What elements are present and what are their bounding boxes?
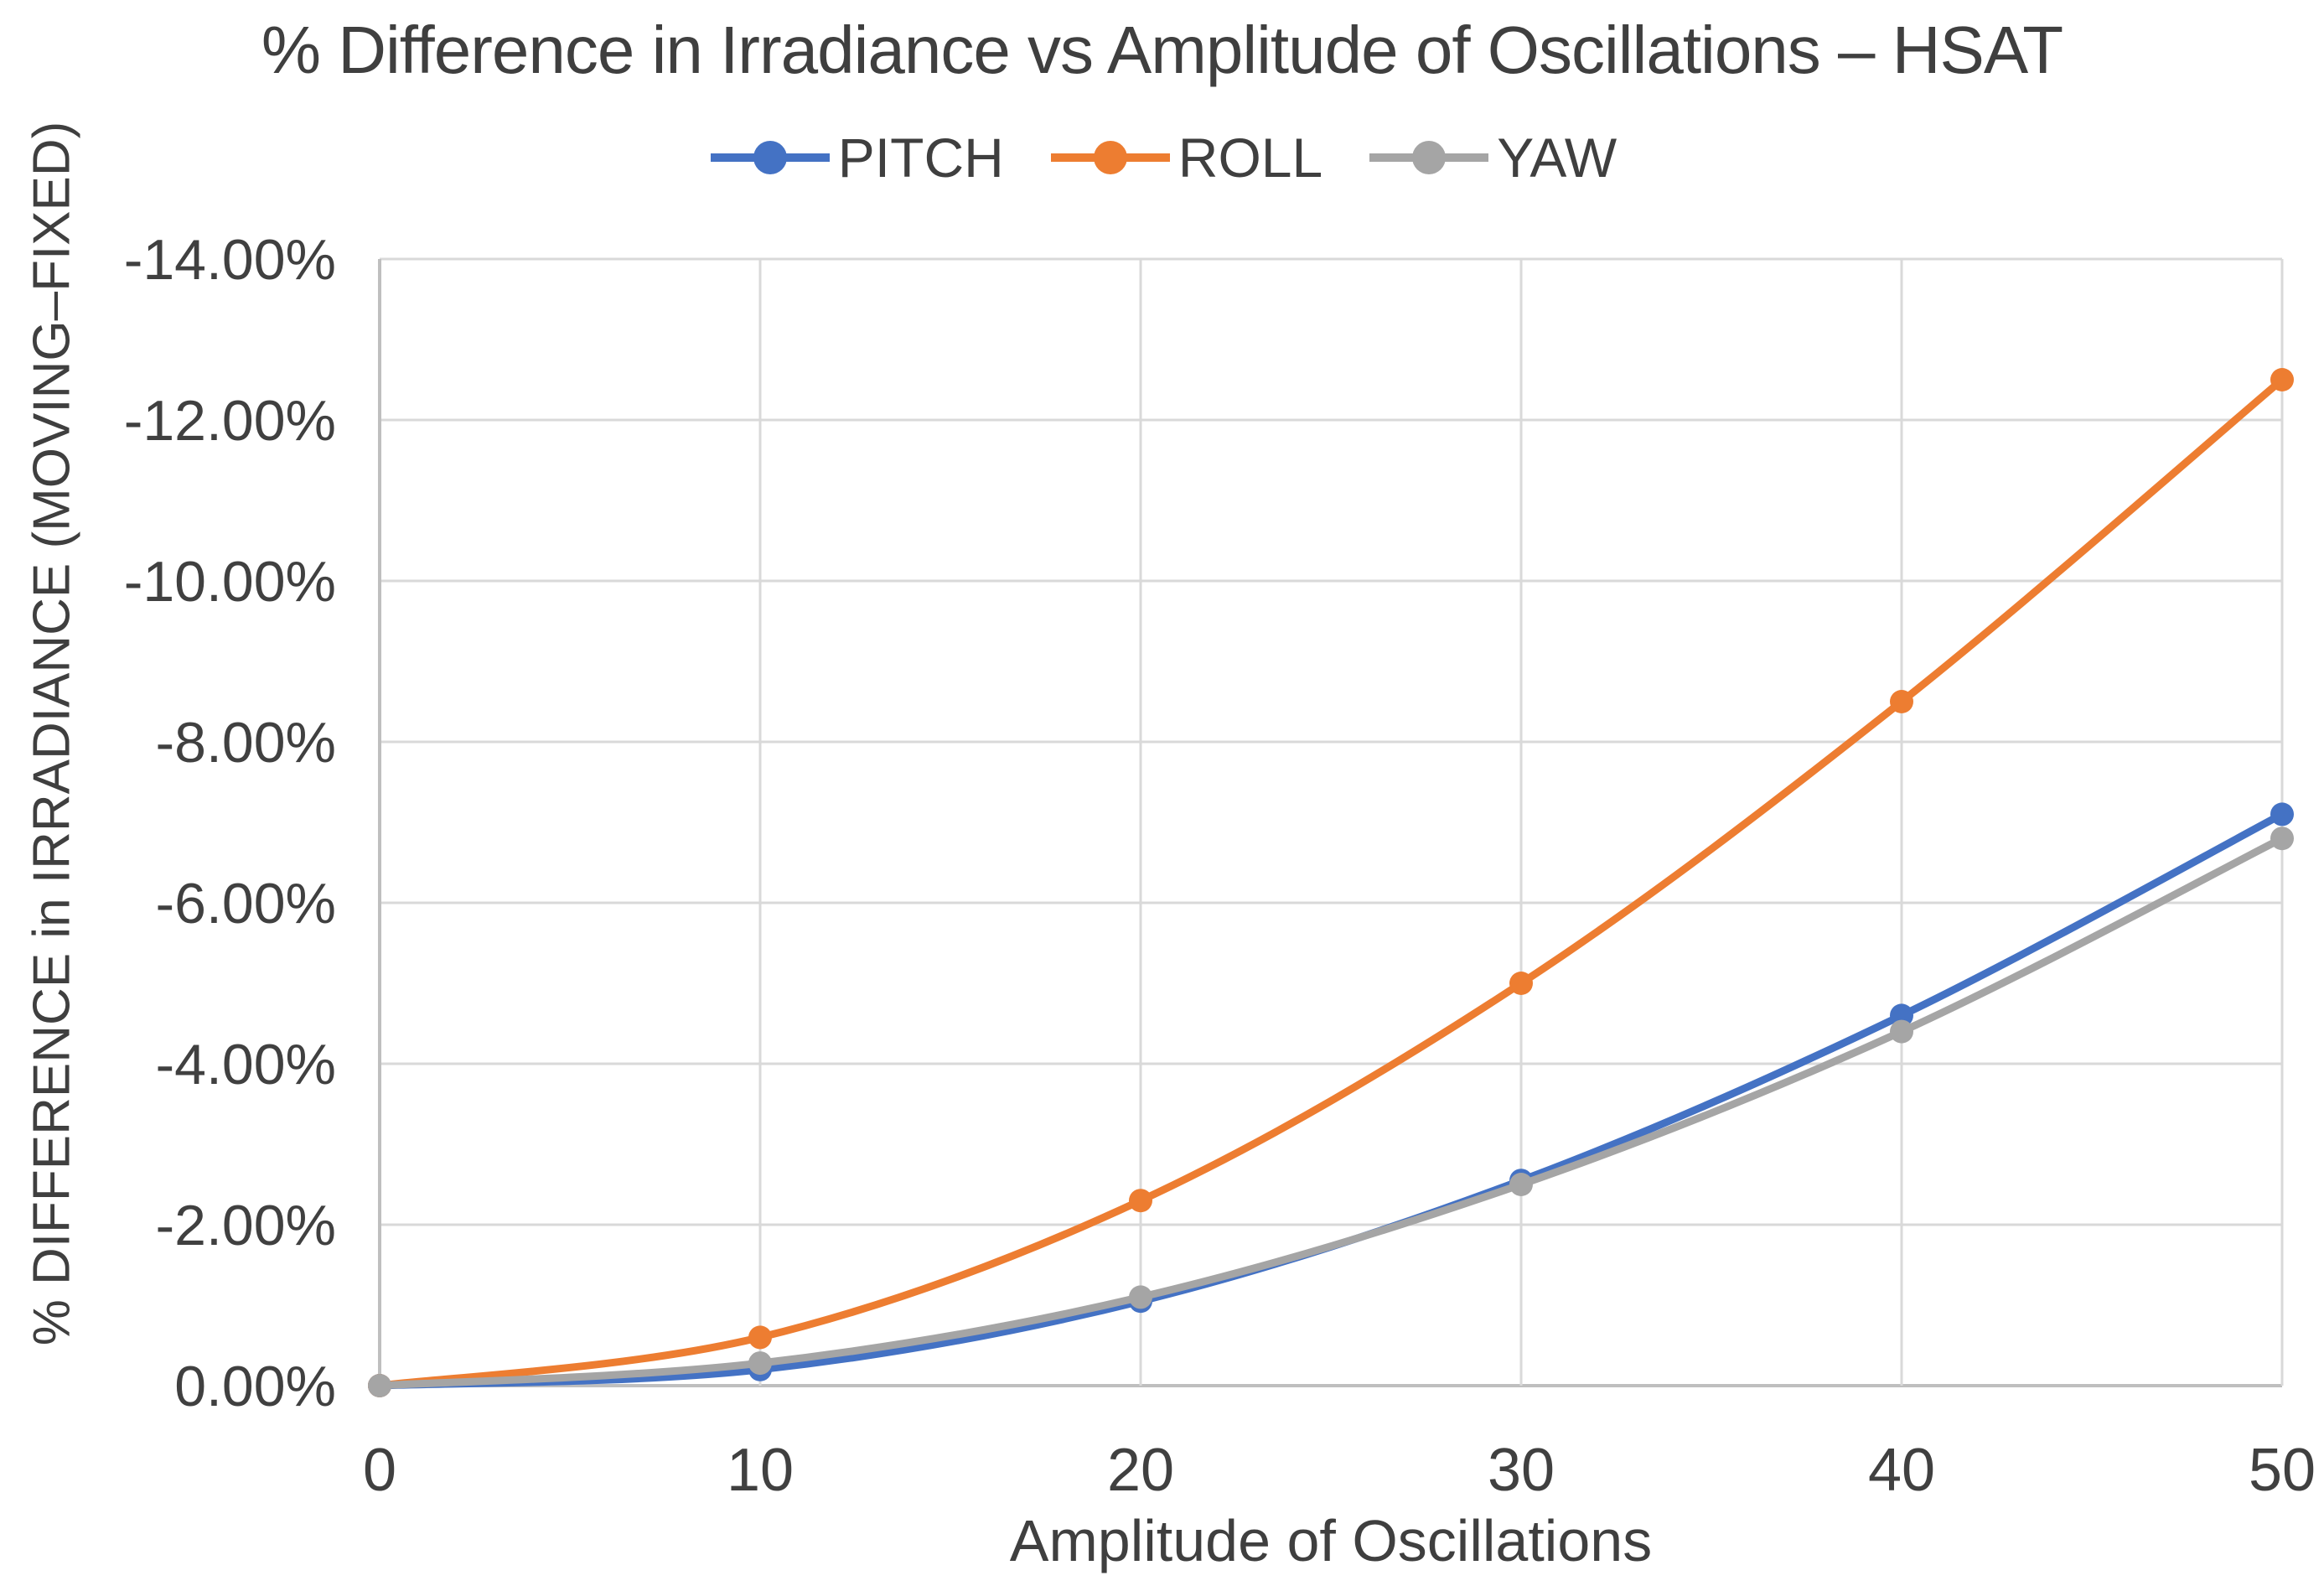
x-tick-label: 50	[2249, 1437, 2316, 1504]
data-point-yaw	[1129, 1285, 1152, 1309]
legend-item-pitch: PITCH	[707, 126, 1004, 189]
data-point-roll	[2270, 368, 2294, 391]
series-line-yaw	[375, 834, 2286, 1390]
legend-marker-pitch-icon	[710, 141, 830, 174]
data-point-yaw	[2270, 827, 2294, 851]
y-tick-label: -10.00%	[124, 550, 336, 614]
legend-item-roll: ROLL	[1048, 126, 1322, 189]
legend-marker-roll-icon	[1050, 141, 1170, 174]
y-tick-label: -4.00%	[156, 1033, 336, 1096]
legend: PITCH ROLL YAW	[0, 126, 2324, 189]
data-point-yaw	[368, 1374, 391, 1397]
data-point-pitch	[2270, 802, 2294, 827]
legend-marker-yaw-icon	[1369, 141, 1489, 174]
legend-item-yaw: YAW	[1366, 126, 1617, 189]
legend-label: ROLL	[1178, 127, 1323, 189]
y-tick-label: -14.00%	[124, 228, 336, 292]
data-point-yaw	[748, 1351, 772, 1376]
series-line-roll	[375, 376, 2286, 1390]
legend-label: YAW	[1497, 127, 1617, 189]
x-tick-label: 20	[1107, 1437, 1174, 1504]
y-tick-label: -2.00%	[156, 1194, 336, 1257]
data-point-yaw	[1509, 1173, 1533, 1196]
data-point-pitch	[1890, 1003, 1913, 1028]
data-point-yaw	[1890, 1019, 1913, 1044]
data-point-roll	[1129, 1189, 1152, 1213]
y-axis-title: % DIFFERENCE in IRRADIANCE (MOVING–FIXED…	[23, 121, 81, 1346]
x-tick-label: 0	[363, 1437, 396, 1504]
chart-title: % Difference in Irradiance vs Amplitude …	[261, 13, 2063, 87]
x-tick-label: 40	[1868, 1437, 1935, 1504]
data-point-roll	[1509, 972, 1533, 995]
data-point-roll	[1890, 690, 1913, 713]
y-tick-label: 0.00%	[174, 1355, 336, 1418]
x-tick-label: 10	[727, 1437, 794, 1504]
x-axis-title: Amplitude of Oscillations	[1009, 1508, 1653, 1573]
x-tick-label: 30	[1488, 1437, 1555, 1504]
y-tick-label: -8.00%	[156, 711, 336, 775]
data-point-roll	[748, 1325, 772, 1350]
y-tick-label: -12.00%	[124, 389, 336, 453]
y-tick-label: -6.00%	[156, 872, 336, 936]
legend-label: PITCH	[837, 127, 1004, 189]
